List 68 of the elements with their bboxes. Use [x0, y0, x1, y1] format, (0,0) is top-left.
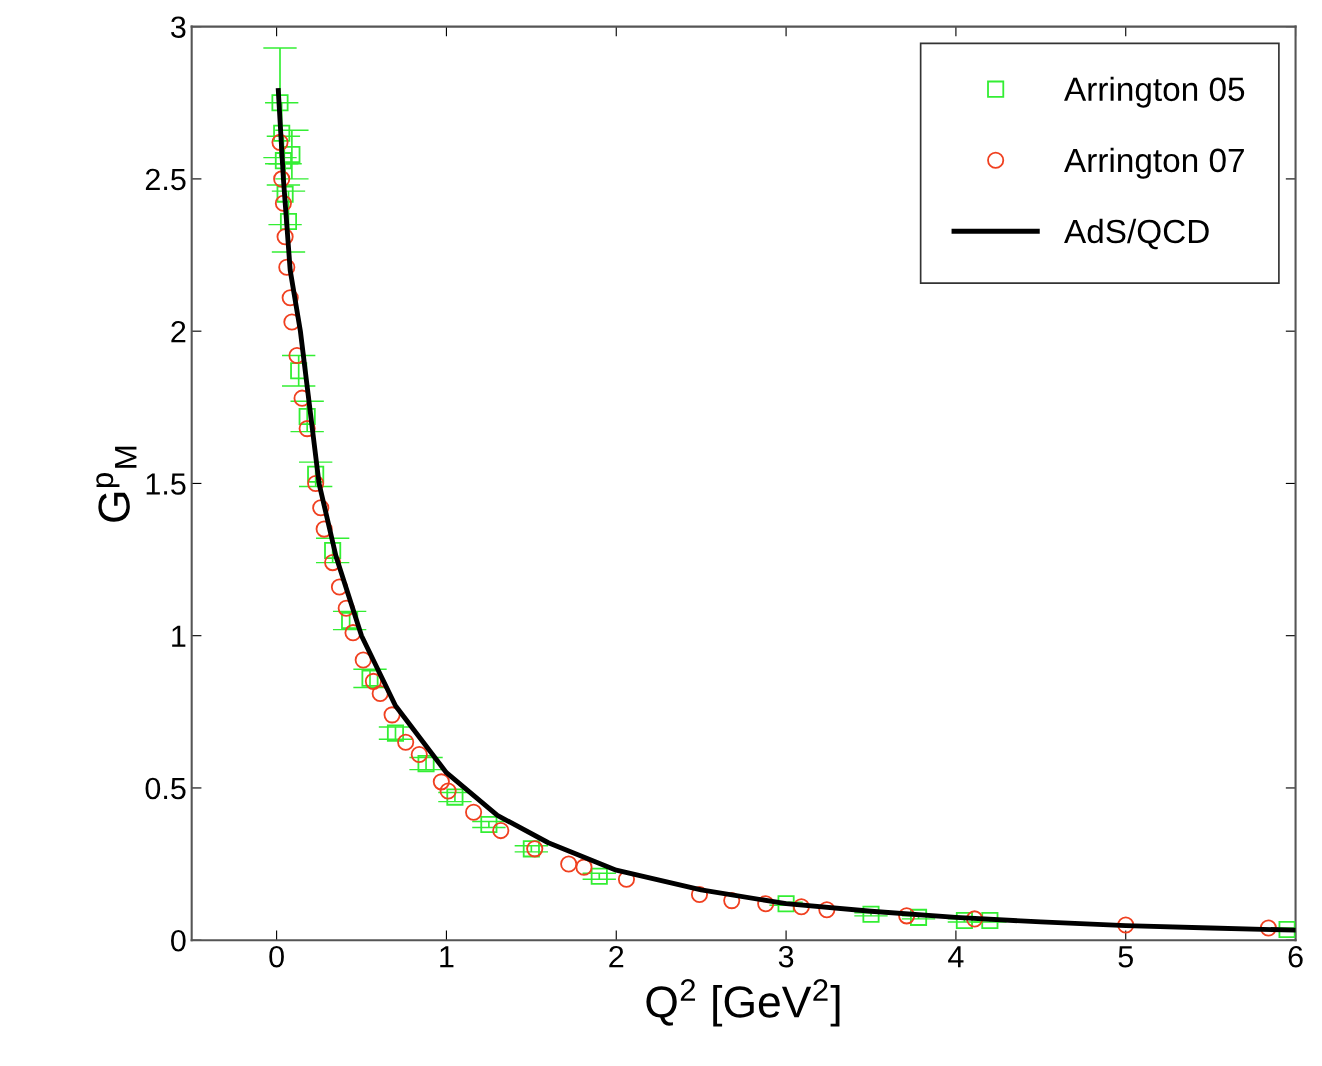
point: [575, 858, 593, 876]
x-tick-label: 2: [609, 945, 624, 968]
point: [480, 815, 498, 834]
x-tick-label: 6: [1288, 945, 1303, 968]
x-tick-label: 5: [1118, 946, 1133, 968]
point: [818, 901, 836, 919]
y-tick-label: 2.5: [145, 168, 186, 191]
point: [273, 170, 291, 188]
legend-label: AdS/QCD: [1064, 218, 1209, 250]
point: [298, 407, 316, 425]
point: [526, 840, 544, 858]
y-tick-label: 0.5: [145, 777, 186, 800]
point: [281, 289, 299, 307]
y-axis-title: G$^{p}$$_{M}$: [96, 446, 137, 522]
point: [273, 124, 291, 142]
x-tick-label: 0: [269, 945, 284, 968]
y-tick-label: 3: [171, 16, 186, 39]
point: [307, 474, 325, 492]
point: [898, 907, 916, 925]
point: [276, 185, 294, 203]
point: [274, 152, 292, 170]
point: [324, 541, 342, 559]
point: [417, 755, 435, 773]
point: [278, 258, 296, 276]
point: [1259, 919, 1277, 937]
point: [432, 773, 450, 791]
point: [560, 855, 578, 873]
point: [1278, 921, 1296, 939]
legend-label: Arrington 05: [1064, 76, 1245, 108]
point: [690, 885, 709, 904]
y-tick-label: 0: [171, 929, 186, 952]
x-axis-title: Q$^{2}$ [GeV$^{2}$]: [646, 979, 840, 1027]
point: [271, 133, 289, 151]
point: [298, 420, 316, 438]
y-tick-label: 2: [171, 320, 186, 343]
point: [397, 733, 415, 751]
x-tick-label: 4: [948, 946, 964, 968]
point: [792, 898, 810, 916]
point: [492, 822, 510, 840]
y-tick-label: 1: [172, 625, 186, 647]
legend-label: Arrington 07: [1064, 147, 1244, 179]
point: [283, 146, 301, 164]
x-tick-label: 3: [778, 945, 794, 968]
point: [955, 911, 973, 929]
point: [966, 910, 984, 928]
point: [910, 908, 928, 926]
point: [522, 840, 540, 858]
point: [862, 905, 880, 923]
point: [590, 867, 608, 885]
point: [446, 788, 464, 806]
point: [271, 94, 289, 112]
point: [1117, 916, 1135, 934]
point: [386, 724, 405, 742]
point: [279, 212, 298, 231]
y-tick-label: 1.5: [146, 473, 186, 495]
point: [439, 782, 457, 800]
point: [315, 520, 333, 538]
point: [410, 745, 428, 763]
x-tick-label: 1: [440, 946, 454, 968]
point: [371, 685, 389, 703]
point: [307, 465, 325, 483]
point: [465, 803, 483, 821]
point: [757, 895, 775, 913]
point: [777, 895, 795, 913]
point: [981, 911, 999, 929]
point: [276, 228, 294, 246]
point: [274, 194, 292, 212]
point: [354, 651, 372, 669]
